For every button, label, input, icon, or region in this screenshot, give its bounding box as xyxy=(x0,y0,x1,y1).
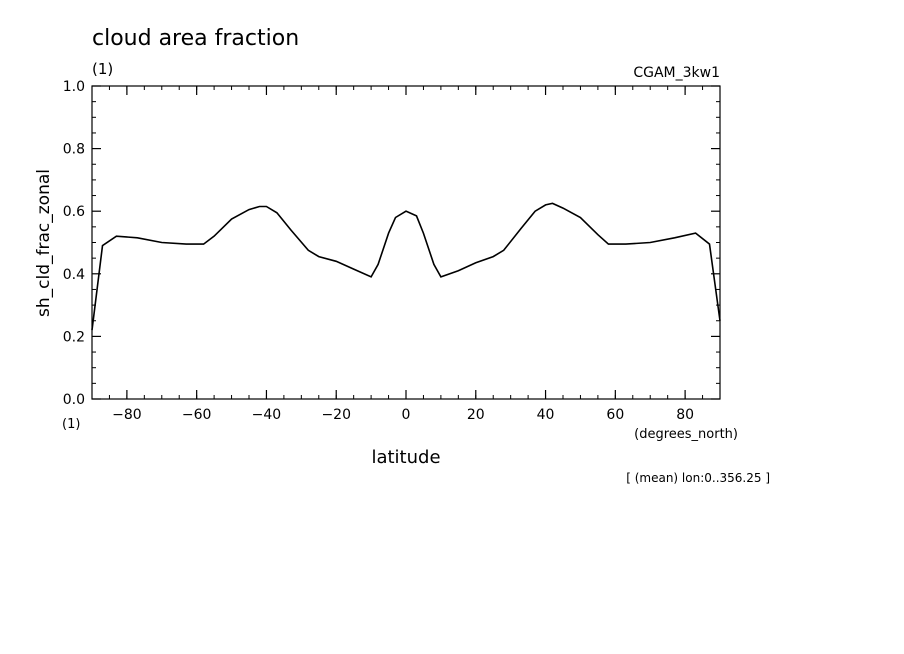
x-tick-label: −40 xyxy=(252,407,282,423)
x-tick-labels: −80 −60 −40 −20 0 20 40 60 80 xyxy=(112,407,694,423)
y-tick-labels: 0.0 0.2 0.4 0.6 0.8 1.0 xyxy=(63,79,85,408)
footnote: [ (mean) lon:0..356.25 ] xyxy=(626,471,770,485)
y-tick-label: 0.2 xyxy=(63,329,85,345)
chart-title: cloud area fraction xyxy=(92,26,299,51)
y-tick-label: 1.0 xyxy=(63,79,85,95)
y-tick-label: 0.4 xyxy=(63,267,85,283)
x-tick-label: 60 xyxy=(606,407,624,423)
x-tick-label: 40 xyxy=(537,407,555,423)
y-tick-label: 0.6 xyxy=(63,204,85,220)
title-units: (1) xyxy=(92,60,113,78)
x-units: (degrees_north) xyxy=(634,427,738,442)
y-tick-label: 0.0 xyxy=(63,392,85,408)
y-units: (1) xyxy=(62,417,80,432)
plot-frame xyxy=(91,85,721,400)
x-axis-label: latitude xyxy=(371,447,440,468)
x-tick-label: −20 xyxy=(321,407,351,423)
series-line xyxy=(91,202,721,331)
y-axis-label: sh_cld_frac_zonal xyxy=(34,169,54,317)
y-tick-label: 0.8 xyxy=(63,142,85,158)
x-tick-label: −60 xyxy=(182,407,212,423)
run-label: CGAM_3kw1 xyxy=(633,65,720,81)
axis-ticks xyxy=(92,85,720,400)
x-tick-label: 20 xyxy=(467,407,485,423)
x-tick-label: −80 xyxy=(112,407,142,423)
x-tick-label: 0 xyxy=(402,407,411,423)
x-tick-label: 80 xyxy=(676,407,694,423)
